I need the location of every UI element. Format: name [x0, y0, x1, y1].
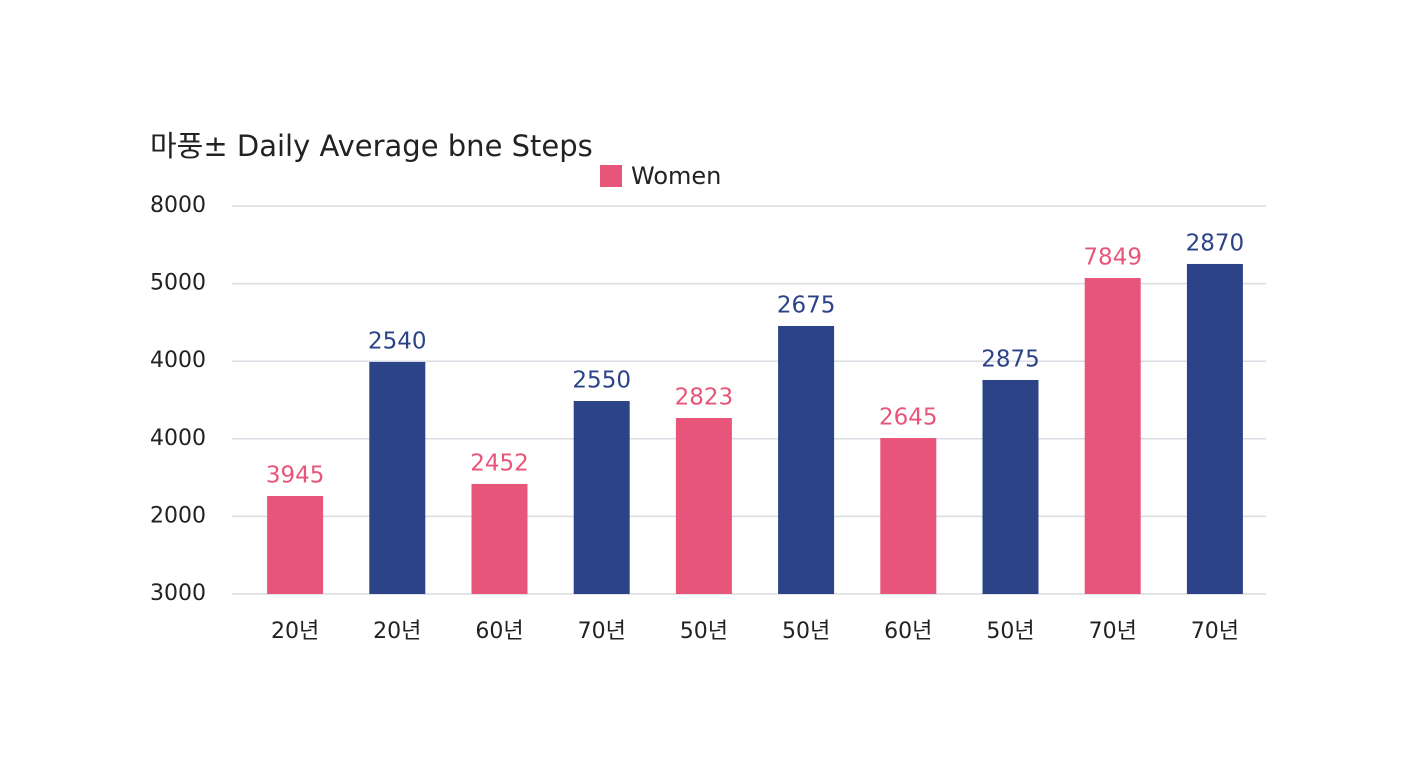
- x-tick-label: 20년: [271, 619, 319, 644]
- bar-label: 2645: [879, 405, 938, 431]
- y-tick-label: 4000: [150, 426, 206, 451]
- bar-label: 3945: [266, 462, 325, 488]
- y-tick-label: 5000: [150, 271, 206, 296]
- bar: [880, 438, 937, 594]
- legend-swatch: [600, 165, 622, 187]
- bar: [982, 379, 1039, 594]
- y-tick-label: 8000: [150, 193, 206, 218]
- x-tick-label: 70년: [1191, 619, 1239, 644]
- bar: [471, 483, 528, 594]
- bar-label: 2540: [368, 328, 427, 354]
- x-tick-label: 60년: [475, 619, 523, 644]
- bar-label: 2823: [675, 385, 734, 411]
- bar: [573, 401, 630, 594]
- x-tick-label: 50년: [986, 619, 1034, 644]
- x-tick-label: 50년: [680, 619, 728, 644]
- x-tick-label: 50년: [782, 619, 830, 644]
- legend-label: Women: [631, 162, 721, 190]
- bar: [1084, 278, 1141, 594]
- x-tick-label: 70년: [1089, 619, 1137, 644]
- bar-label: 2550: [572, 368, 631, 394]
- x-tick-label: 70년: [578, 619, 626, 644]
- y-tick-label: 3000: [150, 581, 206, 606]
- bar: [369, 361, 426, 594]
- bar-label: 2675: [777, 292, 836, 318]
- bar: [675, 418, 732, 594]
- bar: [267, 495, 324, 594]
- x-tick-label: 60년: [884, 619, 932, 644]
- x-tick-label: 20년: [373, 619, 421, 644]
- bar: [778, 325, 835, 594]
- bar-label: 2452: [470, 450, 529, 476]
- bar-label: 2875: [981, 346, 1040, 372]
- y-tick-label: 4000: [150, 348, 206, 373]
- chart-title: 마풍± Daily Average bne Steps: [150, 129, 593, 163]
- bar-label: 7849: [1083, 245, 1142, 271]
- bar: [1186, 263, 1243, 594]
- y-tick-label: 2000: [150, 503, 206, 528]
- bar-label: 2870: [1186, 230, 1245, 256]
